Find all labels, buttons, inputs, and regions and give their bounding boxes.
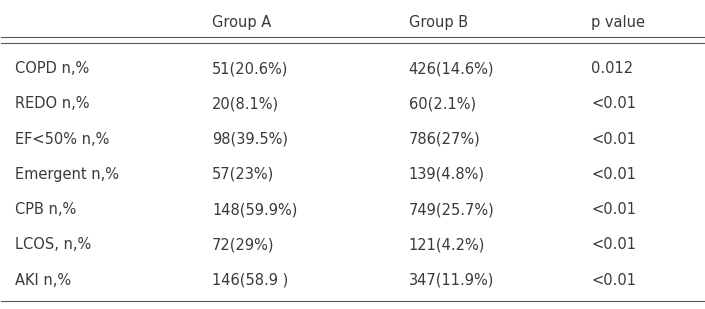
Text: 51(20.6%): 51(20.6%) bbox=[212, 61, 288, 76]
Text: 146(58.9 ): 146(58.9 ) bbox=[212, 273, 288, 288]
Text: <0.01: <0.01 bbox=[591, 132, 636, 147]
Text: 20(8.1%): 20(8.1%) bbox=[212, 96, 279, 112]
Text: 426(14.6%): 426(14.6%) bbox=[409, 61, 494, 76]
Text: <0.01: <0.01 bbox=[591, 167, 636, 182]
Text: p value: p value bbox=[591, 15, 645, 30]
Text: AKI n,%: AKI n,% bbox=[16, 273, 72, 288]
Text: CPB n,%: CPB n,% bbox=[16, 202, 77, 217]
Text: Group B: Group B bbox=[409, 15, 468, 30]
Text: 749(25.7%): 749(25.7%) bbox=[409, 202, 494, 217]
Text: <0.01: <0.01 bbox=[591, 237, 636, 252]
Text: LCOS, n,%: LCOS, n,% bbox=[16, 237, 92, 252]
Text: 148(59.9%): 148(59.9%) bbox=[212, 202, 298, 217]
Text: 121(4.2%): 121(4.2%) bbox=[409, 237, 485, 252]
Text: REDO n,%: REDO n,% bbox=[16, 96, 90, 112]
Text: COPD n,%: COPD n,% bbox=[16, 61, 90, 76]
Text: <0.01: <0.01 bbox=[591, 273, 636, 288]
Text: Emergent n,%: Emergent n,% bbox=[16, 167, 119, 182]
Text: 60(2.1%): 60(2.1%) bbox=[409, 96, 476, 112]
Text: Group A: Group A bbox=[212, 15, 271, 30]
Text: 57(23%): 57(23%) bbox=[212, 167, 274, 182]
Text: 72(29%): 72(29%) bbox=[212, 237, 274, 252]
Text: <0.01: <0.01 bbox=[591, 96, 636, 112]
Text: 786(27%): 786(27%) bbox=[409, 132, 480, 147]
Text: 0.012: 0.012 bbox=[591, 61, 633, 76]
Text: 98(39.5%): 98(39.5%) bbox=[212, 132, 288, 147]
Text: 347(11.9%): 347(11.9%) bbox=[409, 273, 494, 288]
Text: EF<50% n,%: EF<50% n,% bbox=[16, 132, 110, 147]
Text: 139(4.8%): 139(4.8%) bbox=[409, 167, 484, 182]
Text: <0.01: <0.01 bbox=[591, 202, 636, 217]
